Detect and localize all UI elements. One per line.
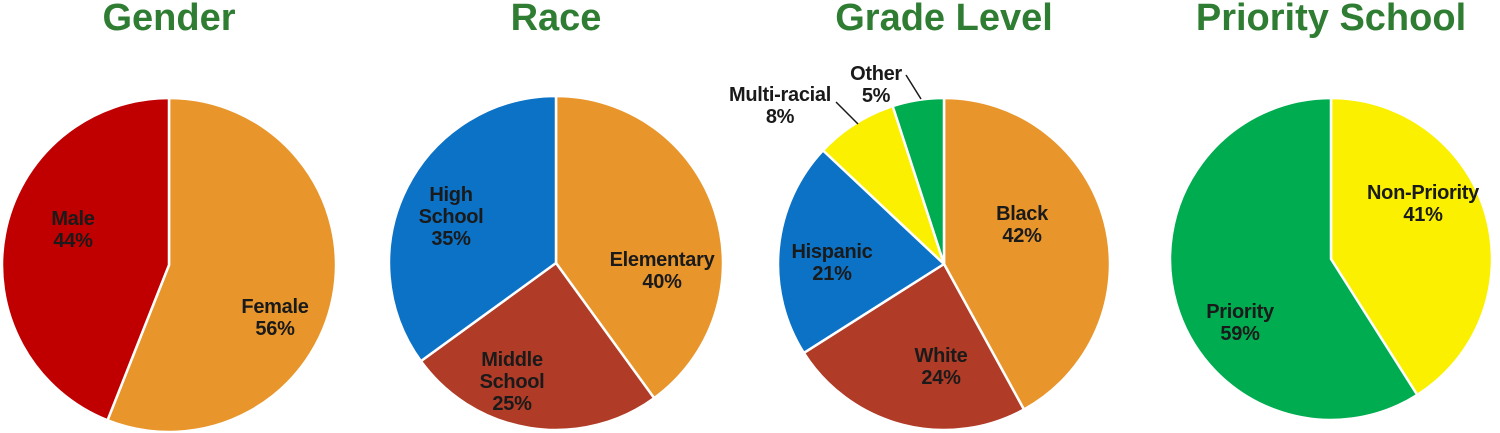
pie-slice-high-school [387,94,558,363]
pie-slice-hispanic [776,149,946,355]
chart-title-gender: Gender [102,0,236,39]
leader-line-other [905,74,922,100]
pie-chart-gender: Female 56% Male 44% [0,96,338,433]
pie-slice-white [802,262,1026,432]
leader-line-multi-racial [835,101,859,125]
pie-slice-elementary [554,94,725,400]
pie-label-priority: Priority 59% [1206,301,1275,345]
pie-label-multi-racial: Multi-racial 8% [729,84,831,128]
pie-chart-race: Elementary 40% Middle School 25% High School 35… [387,94,725,432]
pie-label-non-priority: Non-Priority 41% [1367,182,1480,226]
pie-label-black: Black 42% [996,203,1049,247]
pie-slice-other [891,96,946,266]
pie-label-male: Male 44% [51,208,94,252]
chart-title-grade-level: Grade Level [835,0,1053,39]
pie-chart-priority-school: Non-Priority 41% Priority 59% [1168,96,1494,422]
pie-label-white: White 24% [915,345,968,389]
pie-slice-female [106,96,338,433]
pie-slice-male [0,96,171,422]
pie-label-elementary: Elementary 40% [610,249,716,293]
pie-label-hispanic: Hispanic 21% [792,241,873,285]
pie-slice-black [942,96,1112,411]
pie-chart-grade-level: Black 42% White 24% Hispanic 21% Multi-racial 8… [729,63,1112,432]
chart-title-race: Race [510,0,602,39]
pie-slice-middle-school [419,261,656,432]
pie-label-other: Other 5% [850,63,902,107]
pie-label-middle-school: Middle School 25% [480,349,545,415]
pie-slice-priority [1168,96,1419,422]
chart-title-priority-school: Priority School [1195,0,1467,39]
pie-label-high-school: High School 35% [419,184,484,250]
pie-label-female: Female 56% [241,296,308,340]
